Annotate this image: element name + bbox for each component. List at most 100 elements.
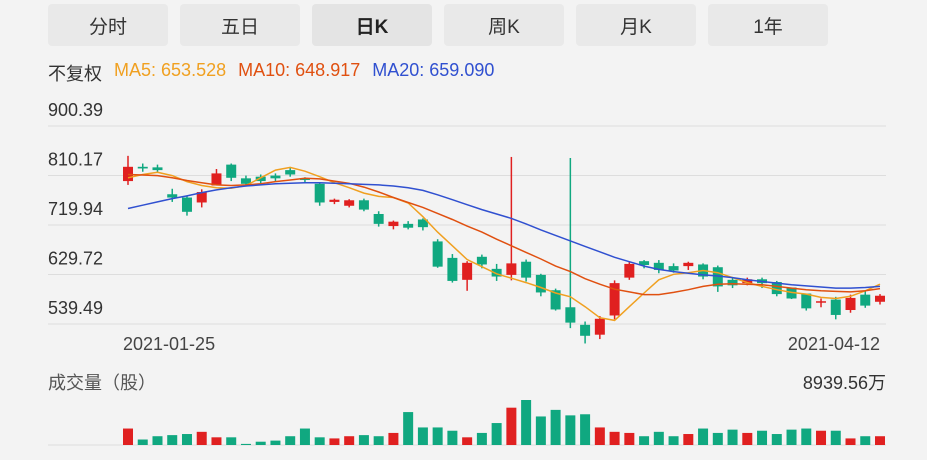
candle — [447, 254, 458, 283]
candle — [653, 260, 664, 274]
candles — [123, 155, 885, 344]
volume-bar — [712, 432, 723, 445]
candle-body — [683, 262, 694, 267]
candle-body — [462, 262, 473, 280]
candle-body — [358, 200, 369, 210]
volume-bar — [181, 434, 192, 445]
candle-body — [624, 263, 635, 278]
candle — [373, 211, 384, 227]
volume-bar — [653, 431, 664, 445]
candle-body — [653, 262, 664, 270]
candle-body — [255, 176, 266, 182]
ma-legend: 不复权 MA5: 653.528 MA10: 648.917 MA20: 659… — [48, 60, 494, 86]
volume-bar — [403, 412, 414, 445]
candle-body — [742, 279, 753, 284]
candle-body — [152, 167, 163, 171]
candle-body — [816, 301, 827, 303]
candle — [417, 218, 428, 231]
ma10-label: MA10: — [238, 60, 291, 80]
candle-body — [137, 166, 148, 169]
candle-body — [771, 282, 782, 295]
volume-bar — [580, 414, 591, 445]
candle-body — [447, 257, 458, 281]
candle-body — [860, 294, 871, 306]
volume-bar — [594, 427, 605, 445]
candle — [388, 220, 399, 230]
volume-bar — [388, 432, 399, 445]
volume-bar — [299, 428, 310, 445]
volume-bar — [167, 435, 178, 445]
volume-bar — [506, 407, 517, 445]
price-tick-label: 719.94 — [48, 199, 103, 219]
tab-five-day[interactable]: 五日 — [180, 4, 300, 46]
tab-monthly-k[interactable]: 月K — [576, 4, 696, 46]
candle — [860, 290, 871, 308]
volume-bars — [123, 400, 885, 445]
candle-body — [535, 274, 546, 293]
candle — [816, 298, 827, 308]
candle — [491, 263, 502, 281]
candle-body — [801, 293, 812, 309]
price-axis: 900.39 810.17 719.94 629.72 539.49 — [48, 100, 103, 318]
ma20-legend: MA20: 659.090 — [372, 60, 494, 86]
volume-bar — [845, 438, 856, 445]
price-tick-label: 539.49 — [48, 298, 103, 318]
candle — [521, 259, 532, 282]
candle-body — [211, 173, 222, 186]
candle-body — [639, 261, 650, 266]
candle-body — [226, 164, 237, 178]
volume-bar — [285, 436, 296, 445]
candle — [594, 316, 605, 340]
volume-bar — [373, 436, 384, 445]
volume-bar — [137, 439, 148, 445]
candle — [535, 273, 546, 297]
tab-one-year[interactable]: 1年 — [708, 4, 828, 46]
volume-bar — [152, 436, 163, 445]
ma5-value: 653.528 — [161, 60, 227, 80]
candle-body — [299, 178, 310, 180]
volume-bar — [314, 437, 325, 445]
candle — [875, 294, 885, 305]
volume-bar — [476, 432, 487, 445]
volume-bar — [491, 423, 502, 445]
candle-body — [594, 318, 605, 335]
volume-bar — [565, 415, 576, 445]
candle — [226, 163, 237, 182]
tab-daily-k[interactable]: 日K — [312, 4, 432, 46]
candle — [255, 174, 266, 184]
volume-bar — [875, 436, 885, 445]
volume-bar — [624, 432, 635, 445]
candle-body — [344, 200, 355, 206]
tab-weekly-k[interactable]: 周K — [444, 4, 564, 46]
candle — [845, 294, 856, 313]
volume-bar — [270, 440, 281, 445]
candle — [344, 199, 355, 208]
candle-body — [167, 194, 178, 198]
candle-body — [314, 183, 325, 203]
price-tick-label: 900.39 — [48, 100, 103, 120]
candle-body — [580, 324, 591, 336]
volume-bar — [329, 438, 340, 445]
volume-bar — [830, 430, 841, 445]
candle-body — [712, 267, 723, 287]
volume-label: 成交量（股） — [48, 373, 156, 393]
candle-body — [123, 166, 133, 182]
candle — [137, 163, 148, 172]
tab-minute[interactable]: 分时 — [48, 4, 168, 46]
candle-body — [727, 279, 738, 286]
volume-bar — [698, 428, 709, 445]
volume-bar — [683, 434, 694, 445]
candle-body — [830, 299, 841, 315]
adjust-mode-label[interactable]: 不复权 — [48, 64, 102, 84]
candle — [712, 265, 723, 292]
volume-bar — [860, 436, 871, 445]
ma20-value: 659.090 — [429, 60, 495, 80]
volume-bar — [358, 435, 369, 445]
candle-body — [270, 175, 281, 179]
candle-body — [476, 256, 487, 265]
candle — [211, 169, 222, 186]
candle — [801, 293, 812, 311]
candle-body — [491, 268, 502, 277]
candle-body — [506, 263, 517, 275]
